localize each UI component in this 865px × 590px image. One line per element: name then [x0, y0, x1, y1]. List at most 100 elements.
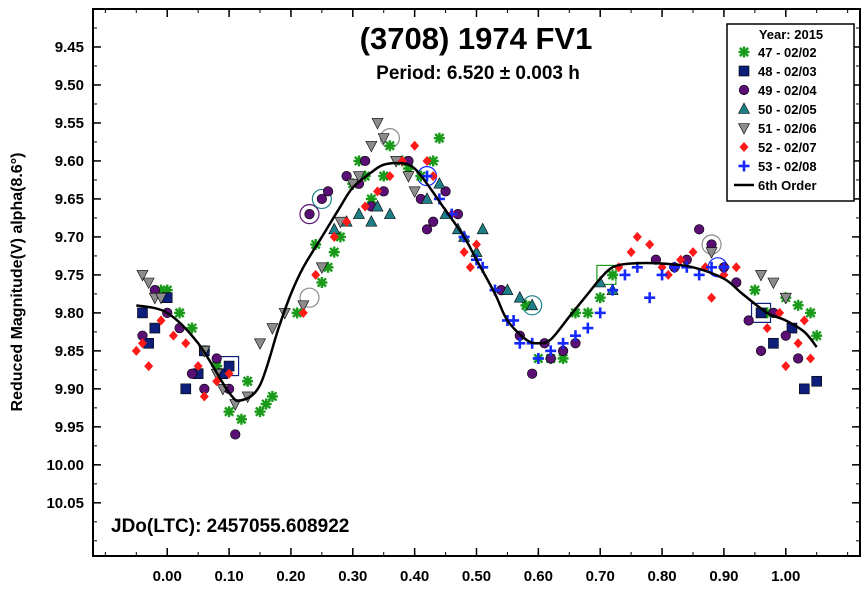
data-point	[266, 323, 279, 335]
highlight-ring	[299, 287, 320, 308]
y-tick-label: 9.55	[55, 115, 84, 132]
legend-label: 48 - 02/03	[758, 64, 817, 79]
y-axis-label: Reduced Magnitude(V) alpha(8.6°)	[9, 153, 26, 412]
data-point	[360, 201, 370, 212]
data-point	[645, 239, 655, 250]
data-point	[501, 283, 514, 295]
data-point	[780, 330, 791, 341]
y-tick-label: 10.05	[46, 495, 84, 512]
x-tick-label: 0.90	[709, 568, 738, 585]
data-point	[508, 314, 520, 326]
data-point	[513, 291, 526, 303]
data-point	[607, 284, 619, 296]
data-point	[707, 292, 717, 303]
data-point	[557, 337, 569, 349]
fit-curve-6th-order	[136, 161, 818, 403]
legend-marker	[738, 102, 750, 114]
data-point	[582, 322, 594, 334]
data-point	[706, 261, 718, 273]
x-tick-label: 0.10	[214, 568, 243, 585]
y-tick-label: 9.80	[55, 305, 84, 322]
data-point	[352, 171, 365, 183]
data-point	[316, 277, 328, 288]
series-51	[136, 118, 792, 411]
data-point	[315, 262, 328, 274]
legend-marker	[739, 142, 749, 152]
data-point	[144, 361, 154, 372]
jdo-annotation: JDo(LTC): 2457055.608922	[111, 516, 349, 537]
data-point	[168, 330, 178, 341]
data-point	[440, 186, 451, 197]
data-point	[632, 231, 642, 242]
data-point	[371, 199, 384, 212]
chart-subtitle: Period: 6.520 ± 0.003 h	[376, 63, 580, 84]
data-point	[408, 186, 421, 198]
data-point	[297, 300, 310, 312]
data-point	[465, 262, 475, 273]
data-point	[341, 171, 352, 182]
data-point	[316, 193, 327, 205]
data-point	[383, 207, 396, 219]
data-point	[688, 247, 698, 258]
data-point	[377, 133, 390, 145]
data-point	[731, 262, 741, 273]
y-tick-label: 9.70	[55, 229, 84, 246]
data-point	[806, 353, 816, 364]
data-point	[767, 277, 780, 290]
data-point	[181, 338, 191, 349]
data-point	[582, 307, 594, 319]
x-tick-label: 1.00	[771, 568, 800, 585]
plot-area-frame	[92, 8, 861, 557]
data-point	[328, 246, 340, 258]
data-point	[656, 269, 668, 281]
highlight-markers	[218, 128, 772, 377]
data-point	[149, 322, 161, 334]
data-point	[811, 330, 823, 342]
data-point	[743, 315, 754, 326]
data-point	[793, 353, 804, 364]
y-tick-label: 10.00	[46, 457, 84, 474]
data-point	[298, 307, 308, 318]
data-point	[193, 361, 203, 372]
y-tick-label: 9.85	[55, 343, 84, 360]
data-point	[594, 307, 606, 319]
data-point	[433, 177, 446, 189]
data-point	[779, 292, 792, 305]
data-point	[793, 338, 803, 349]
data-point	[676, 254, 686, 265]
data-point	[626, 247, 636, 258]
data-point	[428, 216, 439, 227]
data-point	[142, 277, 155, 290]
data-point	[322, 186, 334, 197]
data-point	[792, 299, 804, 311]
data-point	[254, 338, 267, 350]
data-point	[768, 337, 779, 349]
y-tick-label: 9.65	[55, 191, 84, 208]
data-point	[402, 171, 415, 183]
data-point	[136, 270, 149, 282]
legend-label: 52 - 02/07	[758, 140, 817, 155]
data-point	[421, 224, 433, 235]
x-tick-label: 0.80	[647, 568, 676, 585]
data-point	[137, 338, 147, 349]
data-point	[180, 383, 192, 395]
data-point	[230, 429, 241, 440]
data-point	[476, 222, 489, 235]
data-point	[373, 186, 383, 197]
series-49	[137, 155, 804, 440]
data-point	[749, 284, 761, 296]
data-point	[186, 368, 198, 379]
legend-marker	[738, 160, 750, 172]
data-point	[514, 337, 526, 349]
data-point	[235, 413, 247, 425]
data-point	[242, 375, 254, 387]
data-point	[805, 307, 817, 319]
y-tick-label: 9.60	[55, 153, 84, 170]
data-point	[342, 216, 352, 227]
data-point	[352, 207, 365, 219]
data-point	[422, 155, 432, 166]
data-point	[619, 269, 631, 281]
x-tick-label: 0.60	[524, 568, 553, 585]
legend-title: Year: 2015	[759, 27, 823, 42]
data-point	[360, 155, 371, 167]
